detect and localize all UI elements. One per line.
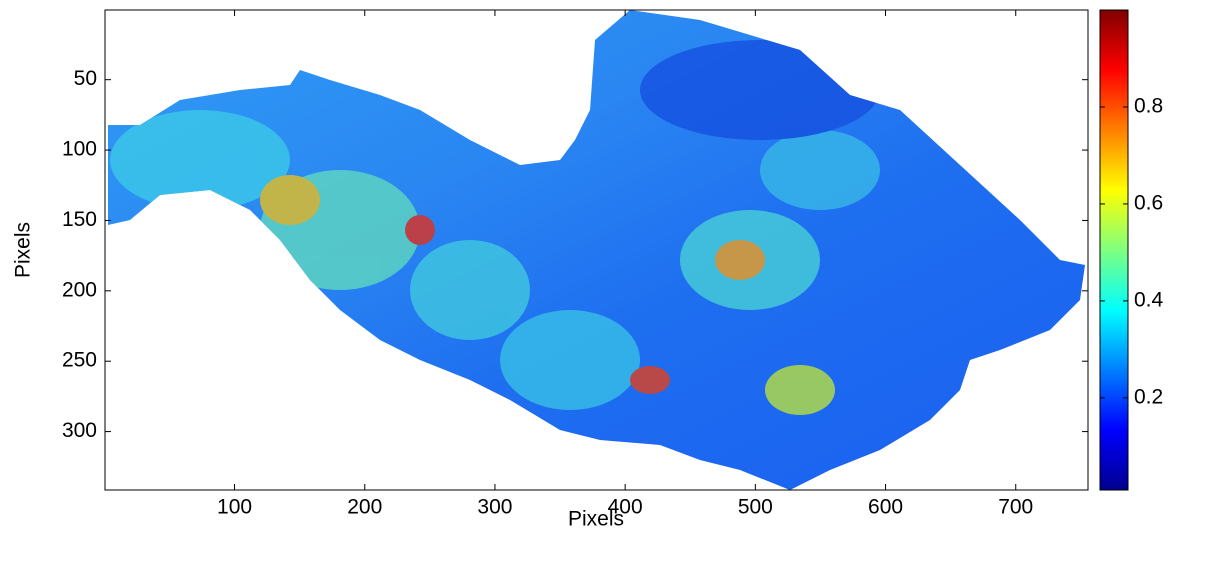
x-tick-label: 100 xyxy=(217,496,252,519)
y-axis-label: Pixels xyxy=(12,222,35,278)
y-tick-label: 200 xyxy=(62,278,97,301)
colorbar-tick-label: 0.8 xyxy=(1134,95,1163,118)
colorbar-tick-label: 0.4 xyxy=(1134,288,1164,311)
y-tick-label: 300 xyxy=(62,419,97,442)
x-tick-label: 300 xyxy=(477,496,512,519)
x-tick-label: 200 xyxy=(347,496,382,519)
y-tick-label: 100 xyxy=(62,138,97,161)
y-tick-label: 250 xyxy=(62,349,97,372)
colorbar-tick-label: 0.6 xyxy=(1134,191,1163,214)
map-image xyxy=(108,10,1085,490)
y-tick-label: 50 xyxy=(74,67,97,90)
x-axis-label: Pixels xyxy=(568,508,624,531)
x-tick-label: 500 xyxy=(738,496,773,519)
x-tick-label: 600 xyxy=(868,496,903,519)
colorbar xyxy=(1099,9,1129,491)
x-tick-label: 700 xyxy=(998,496,1033,519)
plot-frame xyxy=(104,9,1089,491)
x-tick-label: 400 xyxy=(608,496,643,519)
colorbar-tick-label: 0.2 xyxy=(1134,385,1163,408)
y-tick-label: 150 xyxy=(62,208,97,231)
